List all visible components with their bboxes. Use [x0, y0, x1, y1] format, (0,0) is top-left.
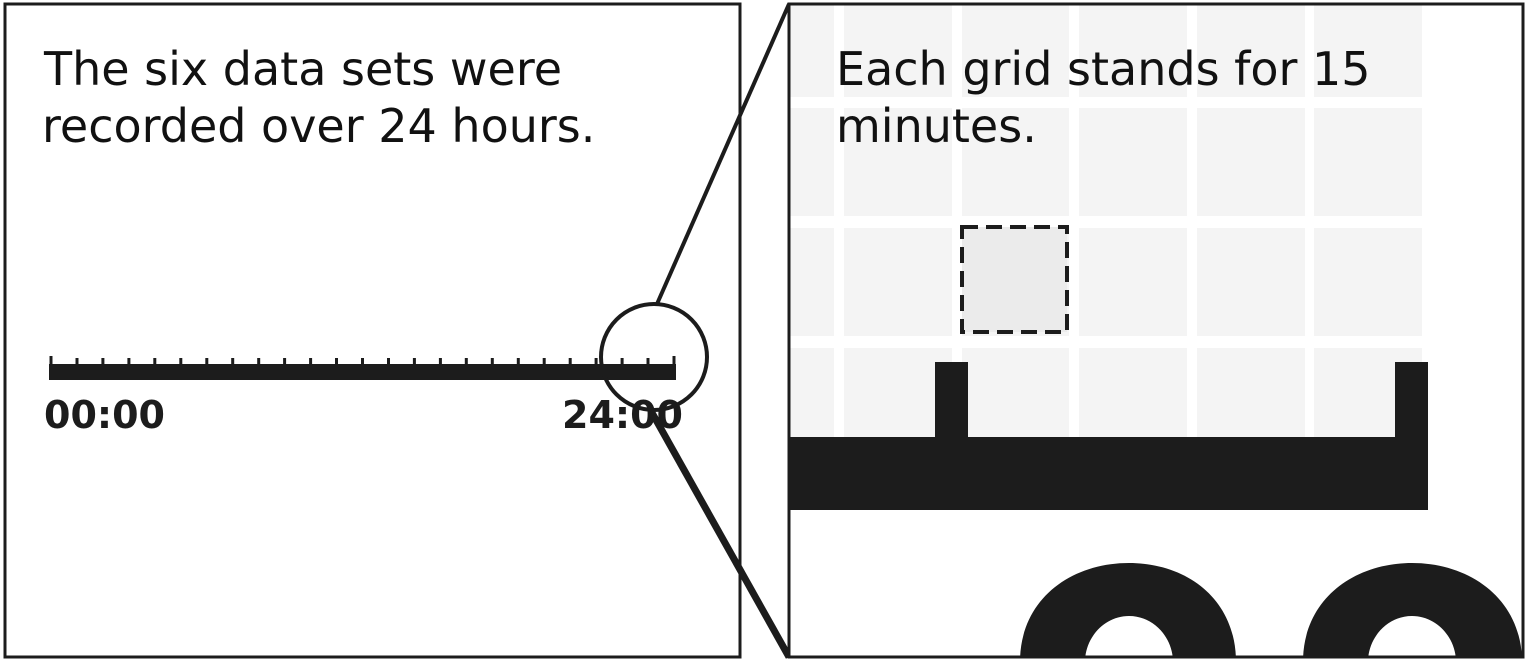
grid-cell: [844, 228, 952, 336]
timeline-tick: [153, 358, 157, 366]
timeline-tick: [646, 358, 650, 366]
grid-cell: [1314, 4, 1422, 97]
timeline-tick: [335, 358, 338, 366]
timeline-tick: [127, 358, 131, 366]
grid-cell: [789, 108, 834, 216]
timeline-tick: [516, 358, 520, 366]
right-panel: Each grid stands for 15 minutes.: [787, 2, 1525, 659]
grid-cell: [1314, 108, 1422, 216]
timeline-bar: [49, 364, 676, 380]
grid-cell: [844, 348, 952, 437]
right-caption-line-2: minutes.: [836, 99, 1037, 153]
timeline-tick: [568, 358, 572, 366]
timeline-tick: [361, 358, 364, 366]
timeline-tick: [464, 358, 468, 366]
grid-cell: [1197, 348, 1305, 437]
grid-cell: [1079, 228, 1187, 336]
timeline-tick: [179, 358, 183, 366]
grid-cell: [789, 4, 834, 97]
highlighted-grid-cell: [960, 225, 1069, 334]
zoomed-digit-zero-right: [1303, 563, 1522, 657]
timeline-tick: [75, 358, 79, 366]
grid-cell: [789, 228, 834, 336]
grid-cell: [1079, 348, 1187, 437]
timeline-start-label: 00:00: [44, 393, 165, 437]
zoomed-digit-zero-left: [1020, 563, 1236, 657]
timeline-tick: [309, 358, 313, 366]
grid-cell: [1079, 4, 1187, 97]
timeline-tick: [205, 358, 209, 366]
grid-cell: [1079, 108, 1187, 216]
timeline-tick: [387, 358, 390, 366]
grid-cell: [1197, 4, 1305, 97]
timeline-tick: [672, 356, 676, 364]
timeline-tick: [231, 358, 235, 366]
timeline-tick: [594, 358, 598, 366]
timeline-tick: [490, 358, 494, 366]
right-panel-frame: [787, 2, 1525, 659]
grid-cell: [962, 4, 1069, 97]
timeline-tick: [49, 356, 53, 364]
grid-cell: [962, 108, 1069, 216]
timeline-tick: [438, 358, 442, 366]
grid-cell: [962, 348, 1069, 437]
zoom-connector-top: [655, 3, 791, 305]
left-panel-frame: [3, 2, 742, 659]
grid-cell: [1314, 228, 1422, 336]
grid-cell: [844, 4, 952, 97]
timeline-tick: [257, 358, 261, 366]
timeline-tick: [412, 358, 416, 366]
grid-cell: [789, 348, 834, 437]
left-caption-line-2: recorded over 24 hours.: [42, 99, 595, 153]
timeline-tick: [542, 358, 546, 366]
timeline-tick: [101, 358, 105, 366]
timeline-tick: [283, 358, 287, 366]
zoomed-tick-right: [1395, 362, 1428, 442]
timeline-ticks: [49, 356, 676, 366]
right-caption-line-1: Each grid stands for 15: [836, 42, 1371, 96]
zoomed-timeline-bar: [789, 437, 1428, 510]
grid-cell: [1197, 108, 1305, 216]
grid-cell: [1197, 228, 1305, 336]
timeline-tick: [620, 358, 624, 366]
left-caption-line-1: The six data sets were: [43, 42, 562, 96]
left-panel: The six data sets were recorded over 24 …: [3, 2, 742, 659]
zoom-connector-bottom: [647, 409, 793, 659]
grid-cell: [844, 108, 952, 216]
zoomed-tick-left: [935, 362, 968, 442]
